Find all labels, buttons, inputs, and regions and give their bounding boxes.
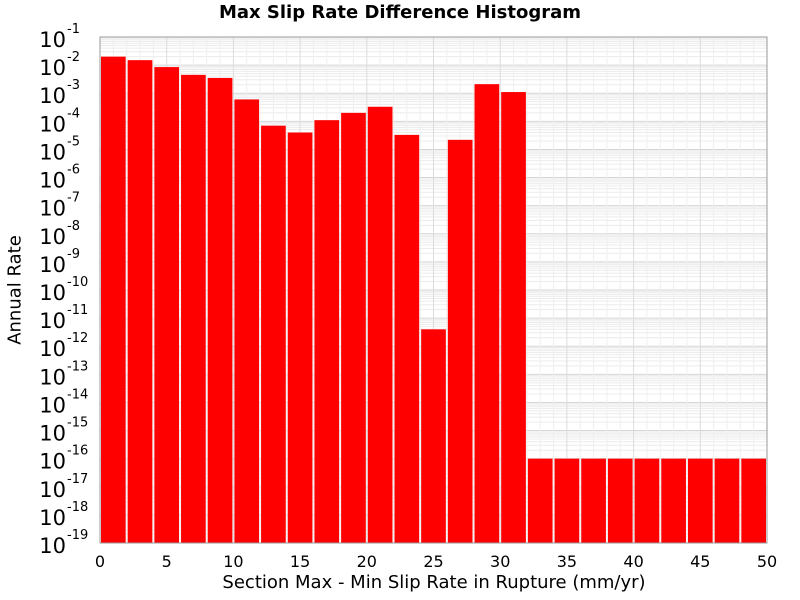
- y-tick-layer: 10 -110 -210 -310 -410 -510 -610 -710 -810 -910 -1…: [39, 22, 88, 558]
- histogram-bar: [581, 458, 606, 543]
- y-tick-label: 10: [39, 225, 66, 249]
- chart-title: Max Slip Rate Difference Histogram: [218, 2, 581, 23]
- y-tick-exponent: -1: [67, 22, 80, 37]
- x-tick-label: 50: [757, 552, 777, 571]
- y-tick-exponent: -18: [67, 500, 88, 515]
- histogram-bar: [661, 458, 686, 543]
- y-tick-label: 10: [39, 337, 66, 361]
- x-tick-label: 30: [490, 552, 510, 571]
- x-tick-label: 10: [223, 552, 243, 571]
- histogram-bar: [341, 112, 366, 544]
- y-tick-exponent: -4: [67, 106, 80, 121]
- y-tick-exponent: -12: [67, 331, 88, 346]
- y-tick-exponent: -19: [67, 528, 88, 543]
- x-tick-label: 35: [557, 552, 577, 571]
- y-tick-exponent: -9: [67, 247, 80, 262]
- histogram-bar: [687, 458, 713, 543]
- y-tick-exponent: -5: [67, 134, 80, 149]
- histogram-bar: [287, 132, 313, 543]
- y-tick-label: 10: [39, 197, 66, 221]
- x-tick-layer: 0 5 10 15 20 25 30 35 40 45 50: [95, 552, 777, 571]
- histogram-bar: [101, 56, 126, 543]
- y-tick-exponent: -2: [67, 50, 80, 65]
- y-tick-label: 10: [39, 393, 66, 417]
- y-tick-exponent: -3: [67, 78, 80, 93]
- histogram-bar: [154, 67, 180, 544]
- y-tick-exponent: -6: [67, 163, 80, 178]
- plot-frame: [99, 36, 768, 544]
- bar-layer: [101, 56, 766, 544]
- y-tick-label: 10: [39, 56, 66, 80]
- x-tick-label: 40: [623, 552, 643, 571]
- histogram-bar: [634, 458, 660, 543]
- y-tick-label: 10: [39, 140, 66, 164]
- x-tick-label: 0: [95, 552, 105, 571]
- histogram-bar: [527, 458, 553, 543]
- x-tick-label: 25: [423, 552, 443, 571]
- y-tick-label: 10: [39, 506, 66, 530]
- y-tick-label: 10: [39, 253, 66, 277]
- y-tick-exponent: -11: [67, 303, 88, 318]
- y-tick-label: 10: [39, 534, 66, 558]
- y-tick-exponent: -10: [67, 275, 88, 290]
- y-tick-label: 10: [39, 422, 66, 446]
- histogram-bar: [127, 60, 153, 544]
- histogram-bar: [367, 106, 393, 544]
- histogram-bar: [207, 77, 233, 544]
- histogram-bar: [501, 92, 526, 543]
- y-tick-label: 10: [39, 281, 66, 305]
- x-tick-label: 15: [290, 552, 310, 571]
- y-tick-label: 10: [39, 365, 66, 389]
- histogram-bar: [421, 329, 446, 543]
- histogram-bar: [741, 458, 766, 543]
- y-tick-exponent: -7: [67, 191, 80, 206]
- x-axis-label: Section Max - Min Slip Rate in Rupture (…: [222, 572, 646, 593]
- y-tick-label: 10: [39, 309, 66, 333]
- histogram-bar: [474, 84, 500, 543]
- histogram-bar: [234, 99, 260, 544]
- x-tick-label: 20: [357, 552, 377, 571]
- y-tick-label: 10: [39, 169, 66, 193]
- y-tick-label: 10: [39, 450, 66, 474]
- y-tick-label: 10: [39, 28, 66, 52]
- histogram-bar: [554, 458, 580, 543]
- histogram-bar: [314, 120, 340, 543]
- x-tick-label: 45: [690, 552, 710, 571]
- y-tick-exponent: -14: [67, 387, 88, 402]
- y-tick-label: 10: [39, 84, 66, 108]
- y-tick-exponent: -13: [67, 359, 88, 374]
- y-tick-exponent: -8: [67, 219, 80, 234]
- x-tick-label: 5: [162, 552, 172, 571]
- y-tick-label: 10: [39, 478, 66, 502]
- y-tick-label: 10: [39, 112, 66, 136]
- histogram-bar: [607, 458, 633, 543]
- histogram-bar: [714, 458, 740, 543]
- y-tick-exponent: -17: [67, 472, 88, 487]
- y-tick-exponent: -16: [67, 444, 88, 459]
- histogram-bar: [447, 139, 473, 544]
- histogram-bar: [261, 125, 286, 543]
- histogram-bar: [394, 134, 420, 543]
- y-tick-exponent: -15: [67, 416, 88, 431]
- histogram-bar: [181, 74, 206, 544]
